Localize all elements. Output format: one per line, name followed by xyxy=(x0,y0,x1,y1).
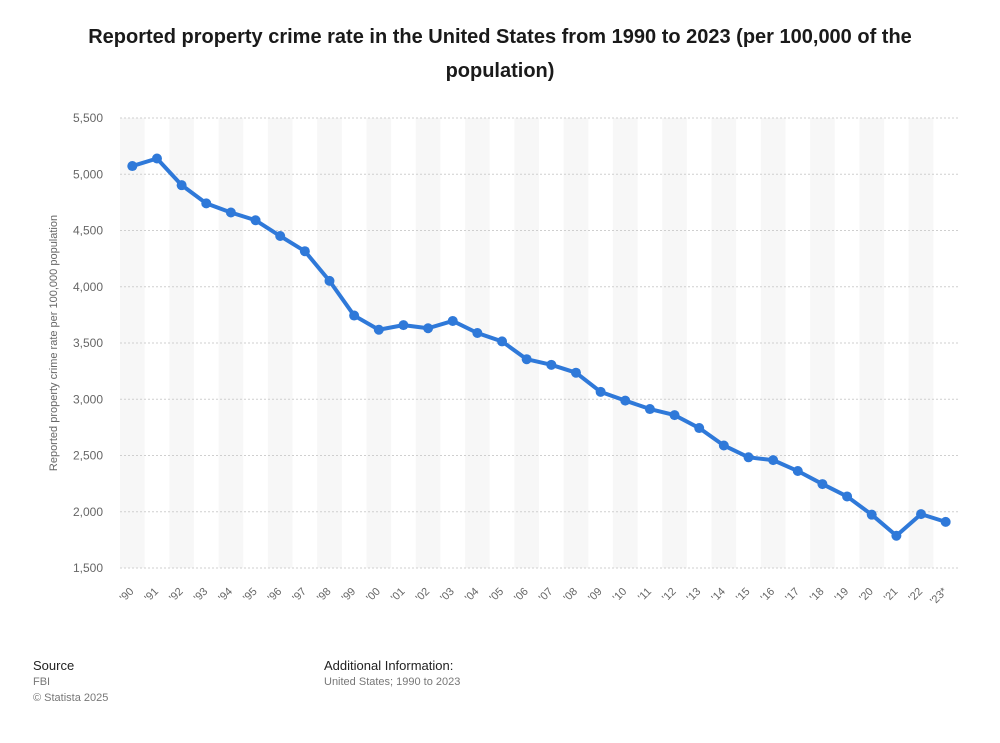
y-tick-label: 2,500 xyxy=(73,449,103,463)
data-point xyxy=(447,315,458,326)
data-point xyxy=(373,324,384,335)
data-point xyxy=(866,509,877,520)
x-tick-label: '95 xyxy=(241,586,260,605)
column-band xyxy=(810,118,835,568)
data-point xyxy=(817,479,828,490)
y-tick-label: 3,000 xyxy=(73,392,103,406)
x-tick-label: '18 xyxy=(808,586,827,605)
x-tick-label: '22 xyxy=(907,586,926,605)
data-point xyxy=(792,466,803,477)
data-point xyxy=(718,440,729,451)
x-tick-label: '06 xyxy=(512,586,531,605)
y-tick-label: 5,000 xyxy=(73,167,103,181)
x-tick-label: '08 xyxy=(561,586,580,605)
x-tick-label: '05 xyxy=(488,586,507,605)
source-section: Source FBI © Statista 2025 xyxy=(33,657,108,706)
x-tick-label: '03 xyxy=(438,586,457,605)
column-band xyxy=(218,118,244,568)
x-tick-label: '21 xyxy=(882,586,901,605)
x-tick-label: '14 xyxy=(709,586,728,605)
y-tick-label: 4,500 xyxy=(73,224,103,238)
x-tick-label: '16 xyxy=(759,586,778,605)
x-tick-label: '23* xyxy=(928,585,950,607)
data-point xyxy=(497,336,508,347)
data-point xyxy=(644,404,655,415)
x-tick-label: '96 xyxy=(266,586,285,605)
column-band xyxy=(662,118,687,568)
x-tick-label: '94 xyxy=(216,586,235,605)
x-tick-label: '92 xyxy=(167,586,186,605)
data-point xyxy=(127,161,138,172)
column-band xyxy=(366,118,392,568)
x-tick-label: '07 xyxy=(537,586,556,605)
chart-title: Reported property crime rate in the Unit… xyxy=(88,26,912,82)
x-tick-label: '97 xyxy=(290,586,309,605)
x-tick-label: '00 xyxy=(364,586,383,605)
x-tick-label: '13 xyxy=(685,586,704,605)
x-tick-label: '15 xyxy=(734,586,753,605)
x-tick-label: '17 xyxy=(783,586,802,605)
data-point xyxy=(176,180,187,191)
source-name: FBI xyxy=(33,676,51,688)
data-point xyxy=(570,367,581,378)
column-band xyxy=(514,118,539,568)
data-point xyxy=(916,509,927,520)
data-point xyxy=(521,354,532,365)
data-point xyxy=(151,153,162,164)
y-tick-label: 5,500 xyxy=(73,111,103,125)
data-point xyxy=(398,320,409,331)
x-tick-label: '04 xyxy=(463,586,482,605)
data-point xyxy=(743,452,754,463)
data-point xyxy=(472,327,483,338)
y-tick-label: 3,500 xyxy=(73,336,103,350)
data-point xyxy=(250,215,261,226)
data-point xyxy=(546,359,557,370)
x-tick-label: '01 xyxy=(389,586,408,605)
x-tick-label: '02 xyxy=(414,586,433,605)
x-tick-label: '12 xyxy=(660,586,679,605)
data-point xyxy=(349,310,360,321)
y-tick-label: 2,000 xyxy=(73,505,103,519)
series-line xyxy=(130,156,948,538)
data-point xyxy=(891,530,902,541)
x-tick-label: '99 xyxy=(340,586,359,605)
additional-info-heading: Additional Information: xyxy=(324,658,454,673)
x-tick-label: '91 xyxy=(142,586,161,605)
y-tick-label: 4,000 xyxy=(73,280,103,294)
x-tick-label: '98 xyxy=(315,586,334,605)
data-point xyxy=(768,455,779,466)
x-tick-label: '90 xyxy=(118,586,137,605)
data-point xyxy=(595,386,606,397)
x-tick-label: '10 xyxy=(611,586,630,605)
x-tick-label: '20 xyxy=(857,586,876,605)
x-tick-label: '19 xyxy=(833,586,852,605)
data-point xyxy=(620,395,631,406)
data-point xyxy=(324,275,335,286)
y-tick-label: 1,500 xyxy=(73,561,103,575)
data-point xyxy=(940,516,951,527)
column-band xyxy=(859,118,885,568)
data-point xyxy=(842,491,853,502)
y-axis-title: Reported property crime rate per 100,000… xyxy=(48,215,60,471)
additional-info-section: Additional Information: United States; 1… xyxy=(324,657,460,690)
data-point xyxy=(275,231,286,242)
data-point xyxy=(225,207,236,218)
x-tick-label: '11 xyxy=(636,586,654,604)
x-tick-label: '93 xyxy=(192,586,211,605)
data-point xyxy=(201,198,212,209)
line-chart: 1,500 2,000 2,500 3,000 3,500 4,000 4,500 5,000… xyxy=(48,111,958,607)
data-point xyxy=(669,410,680,421)
source-heading: Source xyxy=(33,658,75,673)
copyright-text: © Statista 2025 xyxy=(33,692,109,704)
data-point xyxy=(423,323,434,334)
data-point xyxy=(299,246,310,257)
additional-info-text: United States; 1990 to 2023 xyxy=(324,676,461,688)
data-point xyxy=(694,423,705,434)
x-tick-label: '09 xyxy=(586,586,605,605)
